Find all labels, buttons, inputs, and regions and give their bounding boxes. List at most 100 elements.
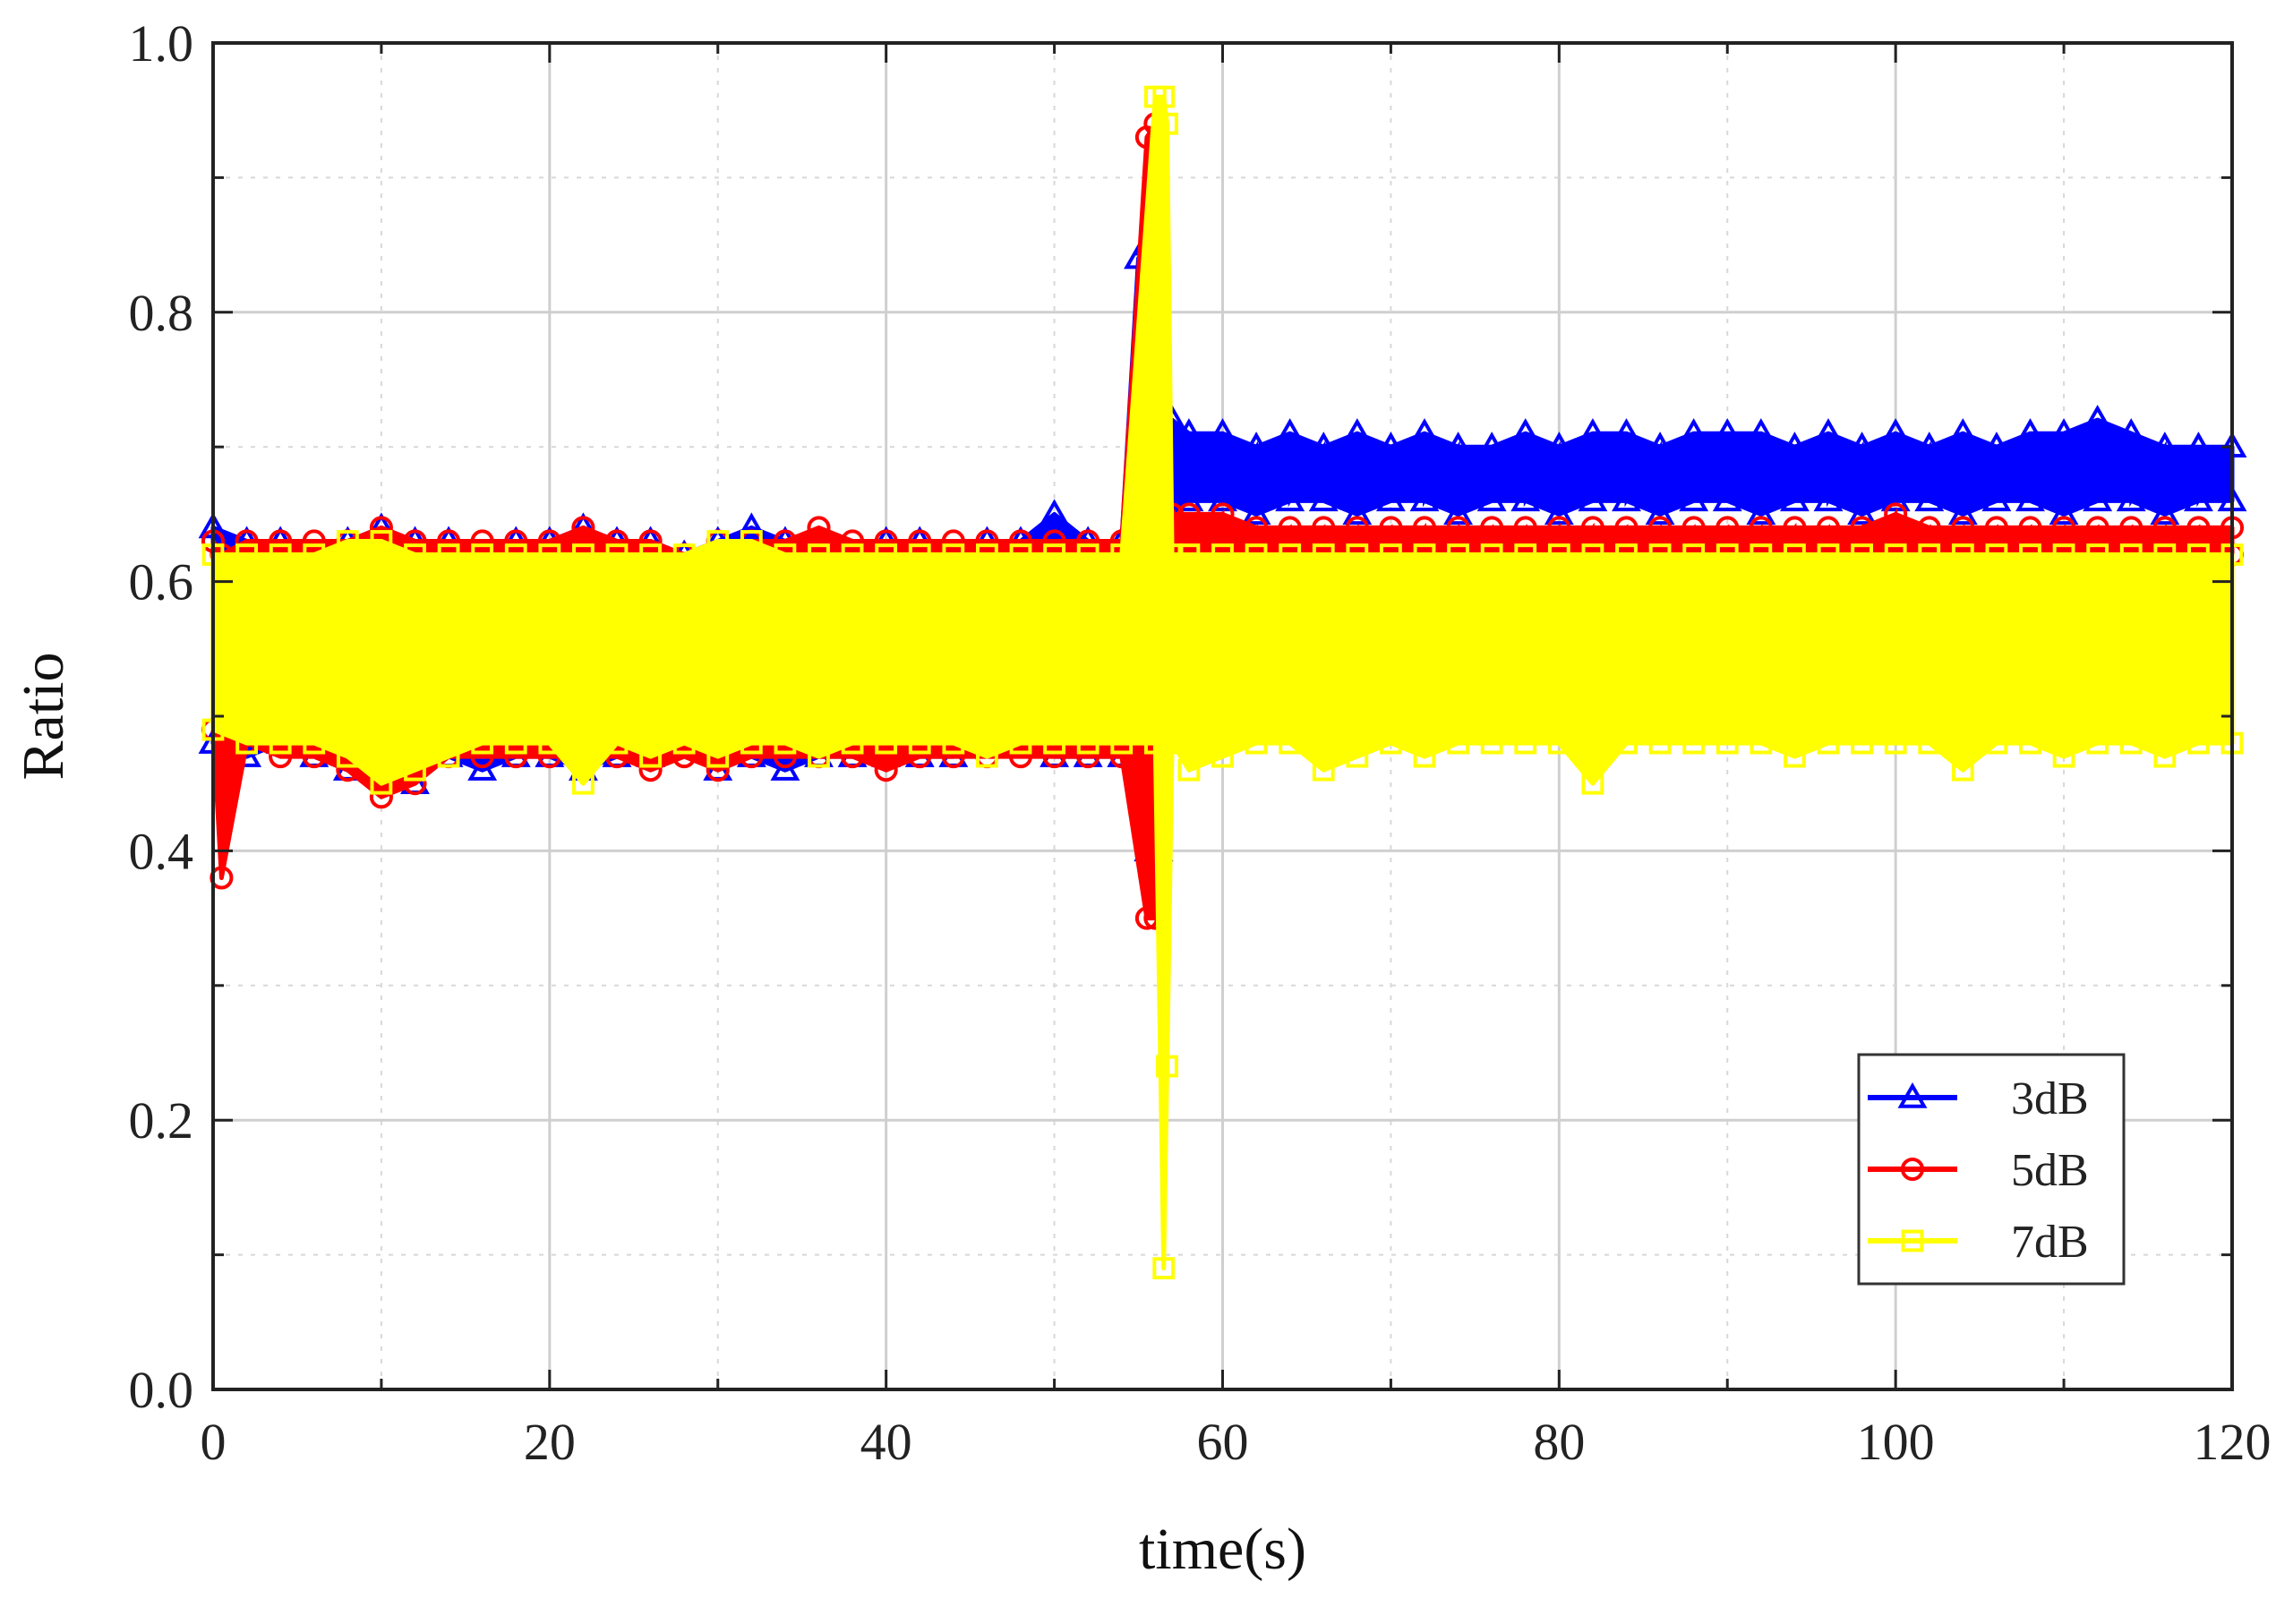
data-point-7dB [1817, 731, 1840, 755]
data-point-7dB [269, 731, 292, 755]
data-point-3dB [1241, 499, 1271, 526]
data-point-7dB [437, 745, 460, 768]
data-point-3dB [1510, 418, 1541, 444]
data-point-5dB [874, 529, 898, 553]
data-point-3dB [1308, 485, 1339, 512]
data-point-7dB [1245, 731, 1268, 755]
data-point-5dB [1480, 516, 1504, 540]
data-point-3dB [2116, 418, 2146, 444]
data-point-5dB [269, 745, 293, 769]
data-point-7dB [1750, 543, 1773, 566]
data-point-5dB [2186, 516, 2211, 540]
data-point-7dB [2153, 745, 2177, 768]
data-point-7dB [336, 530, 359, 552]
axis-ticks: 0 20 40 60 80 100 120 0.0 0.2 0.4 0.6 0.8 1.0 [129, 14, 2272, 1471]
data-point-3dB [1612, 485, 1641, 512]
data-point-3dB [1342, 499, 1373, 526]
data-point-5dB [604, 529, 629, 553]
data-point-7dB [605, 731, 629, 755]
data-point-5dB [1076, 745, 1100, 769]
data-point-3dB [1275, 418, 1305, 444]
data-point-5dB [841, 529, 865, 553]
data-point-7dB [1480, 731, 1503, 755]
data-point-7dB [1547, 731, 1570, 755]
x-tick-label: 20 [524, 1413, 576, 1471]
data-point-3dB [1981, 432, 2012, 457]
data-point-5dB [1648, 516, 1673, 540]
data-point-7dB [1177, 543, 1201, 566]
data-point-7dB [1380, 731, 1402, 755]
data-point-7dB [2086, 731, 2109, 755]
data-point-5dB [504, 529, 528, 553]
data-point-7dB [336, 745, 359, 768]
y-tick-label: 0.4 [129, 822, 194, 880]
data-point-3dB [1578, 485, 1608, 512]
data-point-3dB [1208, 485, 1237, 512]
data-point-5dB [302, 529, 326, 553]
data-point-7dB [2019, 731, 2041, 755]
data-point-7dB [774, 543, 797, 566]
data-point-5dB [302, 745, 326, 769]
data-point-3dB [1847, 432, 1878, 457]
data-point-7dB [1715, 543, 1739, 566]
data-point-5dB [941, 529, 965, 553]
legend: 3dB 5dB 7dB [1857, 1053, 2126, 1286]
data-point-3dB [1510, 485, 1541, 512]
data-point-3dB [1880, 485, 1911, 512]
data-point-3dB [1342, 418, 1373, 444]
data-point-7dB [1817, 543, 1840, 566]
legend-marker-5dB [1900, 1157, 1925, 1182]
data-point-5dB [269, 529, 293, 553]
data-point-7dB [1750, 731, 1773, 755]
data-point-3dB [2150, 499, 2180, 526]
data-point-3dB [1813, 418, 1844, 444]
data-point-7dB [303, 543, 326, 566]
data-point-7dB [1784, 745, 1806, 768]
data-point-7dB [1851, 543, 1873, 566]
data-point-7dB [1346, 543, 1369, 566]
data-point-5dB [1345, 516, 1369, 540]
x-tick-label: 60 [1197, 1413, 1249, 1471]
data-point-5dB [1042, 529, 1066, 553]
data-point-3dB [1375, 432, 1406, 457]
data-point-5dB [908, 529, 932, 553]
x-axis-title: time(s) [1139, 1517, 1306, 1582]
data-point-5dB [1312, 516, 1336, 540]
data-point-3dB [1443, 499, 1474, 526]
data-point-3dB [1880, 418, 1911, 444]
data-point-3dB [2015, 418, 2045, 444]
data-point-7dB [1110, 731, 1134, 755]
y-axis-title: Ratio [11, 653, 76, 781]
legend-marker-7dB [1901, 1229, 1924, 1252]
data-point-3dB [1544, 432, 1574, 457]
data-point-7dB [1682, 543, 1706, 566]
y-tick-label: 1.0 [129, 14, 194, 73]
data-point-7dB [1076, 543, 1099, 566]
data-point-3dB [1712, 485, 1742, 512]
data-point-7dB [1279, 543, 1302, 566]
x-tick-label: 0 [201, 1413, 227, 1471]
data-point-3dB [2183, 485, 2213, 512]
data-point-7dB [404, 543, 426, 566]
data-point-5dB [1008, 529, 1033, 553]
data-point-7dB [1156, 112, 1178, 135]
data-point-7dB [370, 530, 393, 552]
data-point-7dB [639, 543, 662, 566]
y-tick-label: 0.6 [129, 553, 194, 611]
data-point-7dB [2019, 543, 2041, 566]
data-point-5dB [773, 529, 797, 553]
data-point-3dB [2150, 432, 2180, 457]
data-point-7dB [1985, 543, 2008, 566]
y-tick-label: 0.0 [129, 1361, 194, 1419]
data-point-3dB [1645, 432, 1675, 457]
data-point-7dB [1160, 731, 1184, 755]
data-point-3dB [1174, 485, 1204, 512]
data-point-7dB [404, 758, 426, 782]
data-point-5dB [1379, 516, 1403, 540]
data-point-3dB [1712, 418, 1742, 444]
data-point-5dB [706, 758, 730, 782]
data-point-3dB [1947, 418, 1978, 444]
data-point-7dB [1413, 745, 1436, 768]
data-point-5dB [1681, 516, 1706, 540]
data-point-7dB [235, 543, 258, 566]
